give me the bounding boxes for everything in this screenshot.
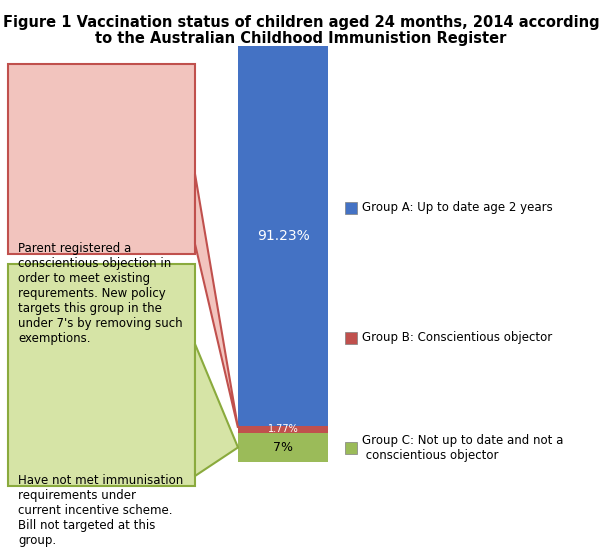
Polygon shape — [195, 344, 238, 476]
Bar — [8, 64, 195, 254]
Text: to the Australian Childhood Immunistion Register: to the Australian Childhood Immunistion … — [96, 31, 507, 46]
Text: 1.77%: 1.77% — [267, 424, 298, 434]
Bar — [238, 46, 328, 425]
Text: Have not met immunisation
requirements under
current incentive scheme.
Bill not : Have not met immunisation requirements u… — [18, 474, 183, 547]
Text: Parent registered a
conscientious objection in
order to meet existing
requrement: Parent registered a conscientious object… — [18, 242, 183, 345]
Bar — [238, 425, 328, 433]
Text: Group C: Not up to date and not a
 conscientious objector: Group C: Not up to date and not a consci… — [362, 434, 563, 462]
Bar — [8, 264, 195, 486]
Text: 91.23%: 91.23% — [257, 229, 310, 243]
Text: Figure 1 Vaccination status of children aged 24 months, 2014 according: Figure 1 Vaccination status of children … — [2, 15, 599, 30]
Bar — [345, 332, 357, 344]
Bar — [345, 202, 357, 214]
Polygon shape — [195, 174, 238, 428]
Text: 7%: 7% — [273, 441, 293, 454]
Text: Group A: Up to date age 2 years: Group A: Up to date age 2 years — [362, 202, 553, 214]
Bar — [238, 433, 328, 462]
Bar — [345, 442, 357, 454]
Text: Group B: Conscientious objector: Group B: Conscientious objector — [362, 331, 552, 345]
